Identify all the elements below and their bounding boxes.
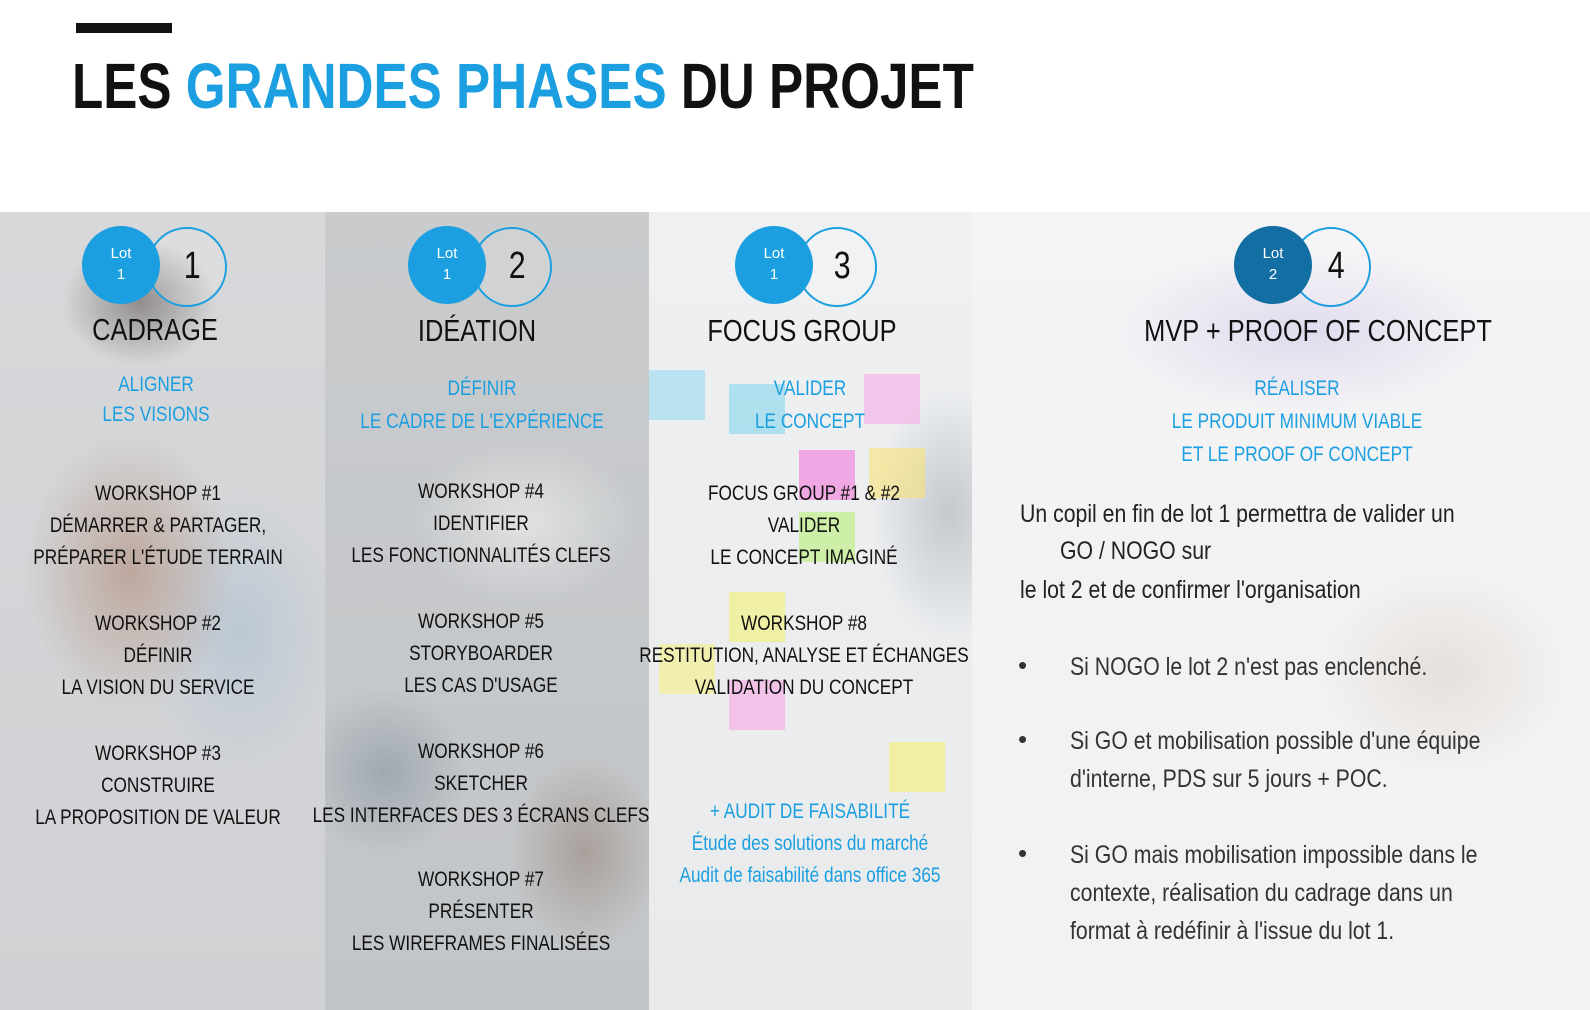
page-title: LES GRANDES PHASES DU PROJET: [72, 50, 974, 122]
phase-3-subtitle: VALIDER LE CONCEPT: [754, 377, 866, 433]
phase-1-workshop-2: WORKSHOP #2 DÉFINIR LA VISION DU SERVICE: [61, 612, 255, 699]
phase-4-bullet-3: Si GO mais mobilisation impossible dans …: [1070, 841, 1478, 945]
phase-3-background: [649, 212, 972, 1010]
phase-2-subtitle: DÉFINIR LE CADRE DE L'EXPÉRIENCE: [360, 377, 604, 433]
phase-3-focus-group: FOCUS GROUP #1 & #2 VALIDER LE CONCEPT IMA…: [707, 482, 901, 569]
phase-2-workshop-4: WORKSHOP #4 IDENTIFIER LES FONCTIONNALITÉS…: [351, 480, 611, 567]
phase-3-workshop-8: WORKSHOP #8 RESTITUTION, ANALYSE ET ÉCHAN…: [639, 612, 969, 699]
phase-4-bullet-2: Si GO et mobilisation possible d'une équ…: [1070, 727, 1481, 793]
phase-3-audit: + AUDIT DE FAISABILITÉ Étude des solution…: [679, 800, 941, 887]
phase-4-number-circle: 4: [1291, 227, 1371, 307]
phase-1-lot-badge: Lot 1: [82, 226, 160, 304]
phase-1-background: [0, 212, 325, 1010]
phase-2-workshop-5: WORKSHOP #5 STORYBOARDER LES CAS D'USAGE: [404, 610, 558, 697]
phase-2-background: [325, 212, 649, 1010]
phase-1-subtitle: ALIGNER LES VISIONS: [102, 373, 210, 426]
phase-2-workshop-7: WORKSHOP #7 PRÉSENTER LES WIREFRAMES FINAL…: [351, 868, 611, 955]
phase-1-number-circle: 1: [147, 227, 227, 307]
phase-4-subtitle: RÉALISER LE PRODUIT MINIMUM VIABLE ET LE P…: [1171, 377, 1423, 466]
bullet-icon: •: [1018, 724, 1028, 754]
phase-2-lot-badge: Lot 1: [408, 226, 486, 304]
phase-3-lot-badge: Lot 1: [735, 226, 813, 304]
phase-4-paragraph-line-3: le lot 2 et de confirmer l'organisation: [1020, 576, 1361, 604]
phase-1-workshop-1: WORKSHOP #1 DÉMARRER & PARTAGER, PRÉPARER …: [33, 482, 283, 569]
bullet-icon: •: [1018, 650, 1028, 680]
phase-4-background: [972, 212, 1590, 1010]
phase-4-heading: MVP + PROOF OF CONCEPT: [1144, 313, 1492, 348]
title-accent-bar: [76, 23, 172, 33]
phase-4-lot-badge: Lot 2: [1234, 226, 1312, 304]
phase-1-heading: CADRAGE: [92, 312, 218, 347]
phase-1-workshop-3: WORKSHOP #3 CONSTRUIRE LA PROPOSITION DE V…: [35, 742, 281, 829]
phase-2-workshop-6: WORKSHOP #6 SKETCHER LES INTERFACES DES 3 …: [312, 740, 650, 827]
phase-4-paragraph-line-1: Un copil en fin de lot 1 permettra de va…: [1020, 500, 1455, 528]
phase-4-paragraph-line-2: GO / NOGO sur: [1060, 537, 1212, 565]
bullet-icon: •: [1018, 838, 1028, 868]
phase-3-heading: FOCUS GROUP: [707, 313, 897, 348]
phase-2-heading: IDÉATION: [417, 313, 537, 348]
phase-4-bullet-1: Si NOGO le lot 2 n'est pas enclenché.: [1070, 653, 1428, 681]
